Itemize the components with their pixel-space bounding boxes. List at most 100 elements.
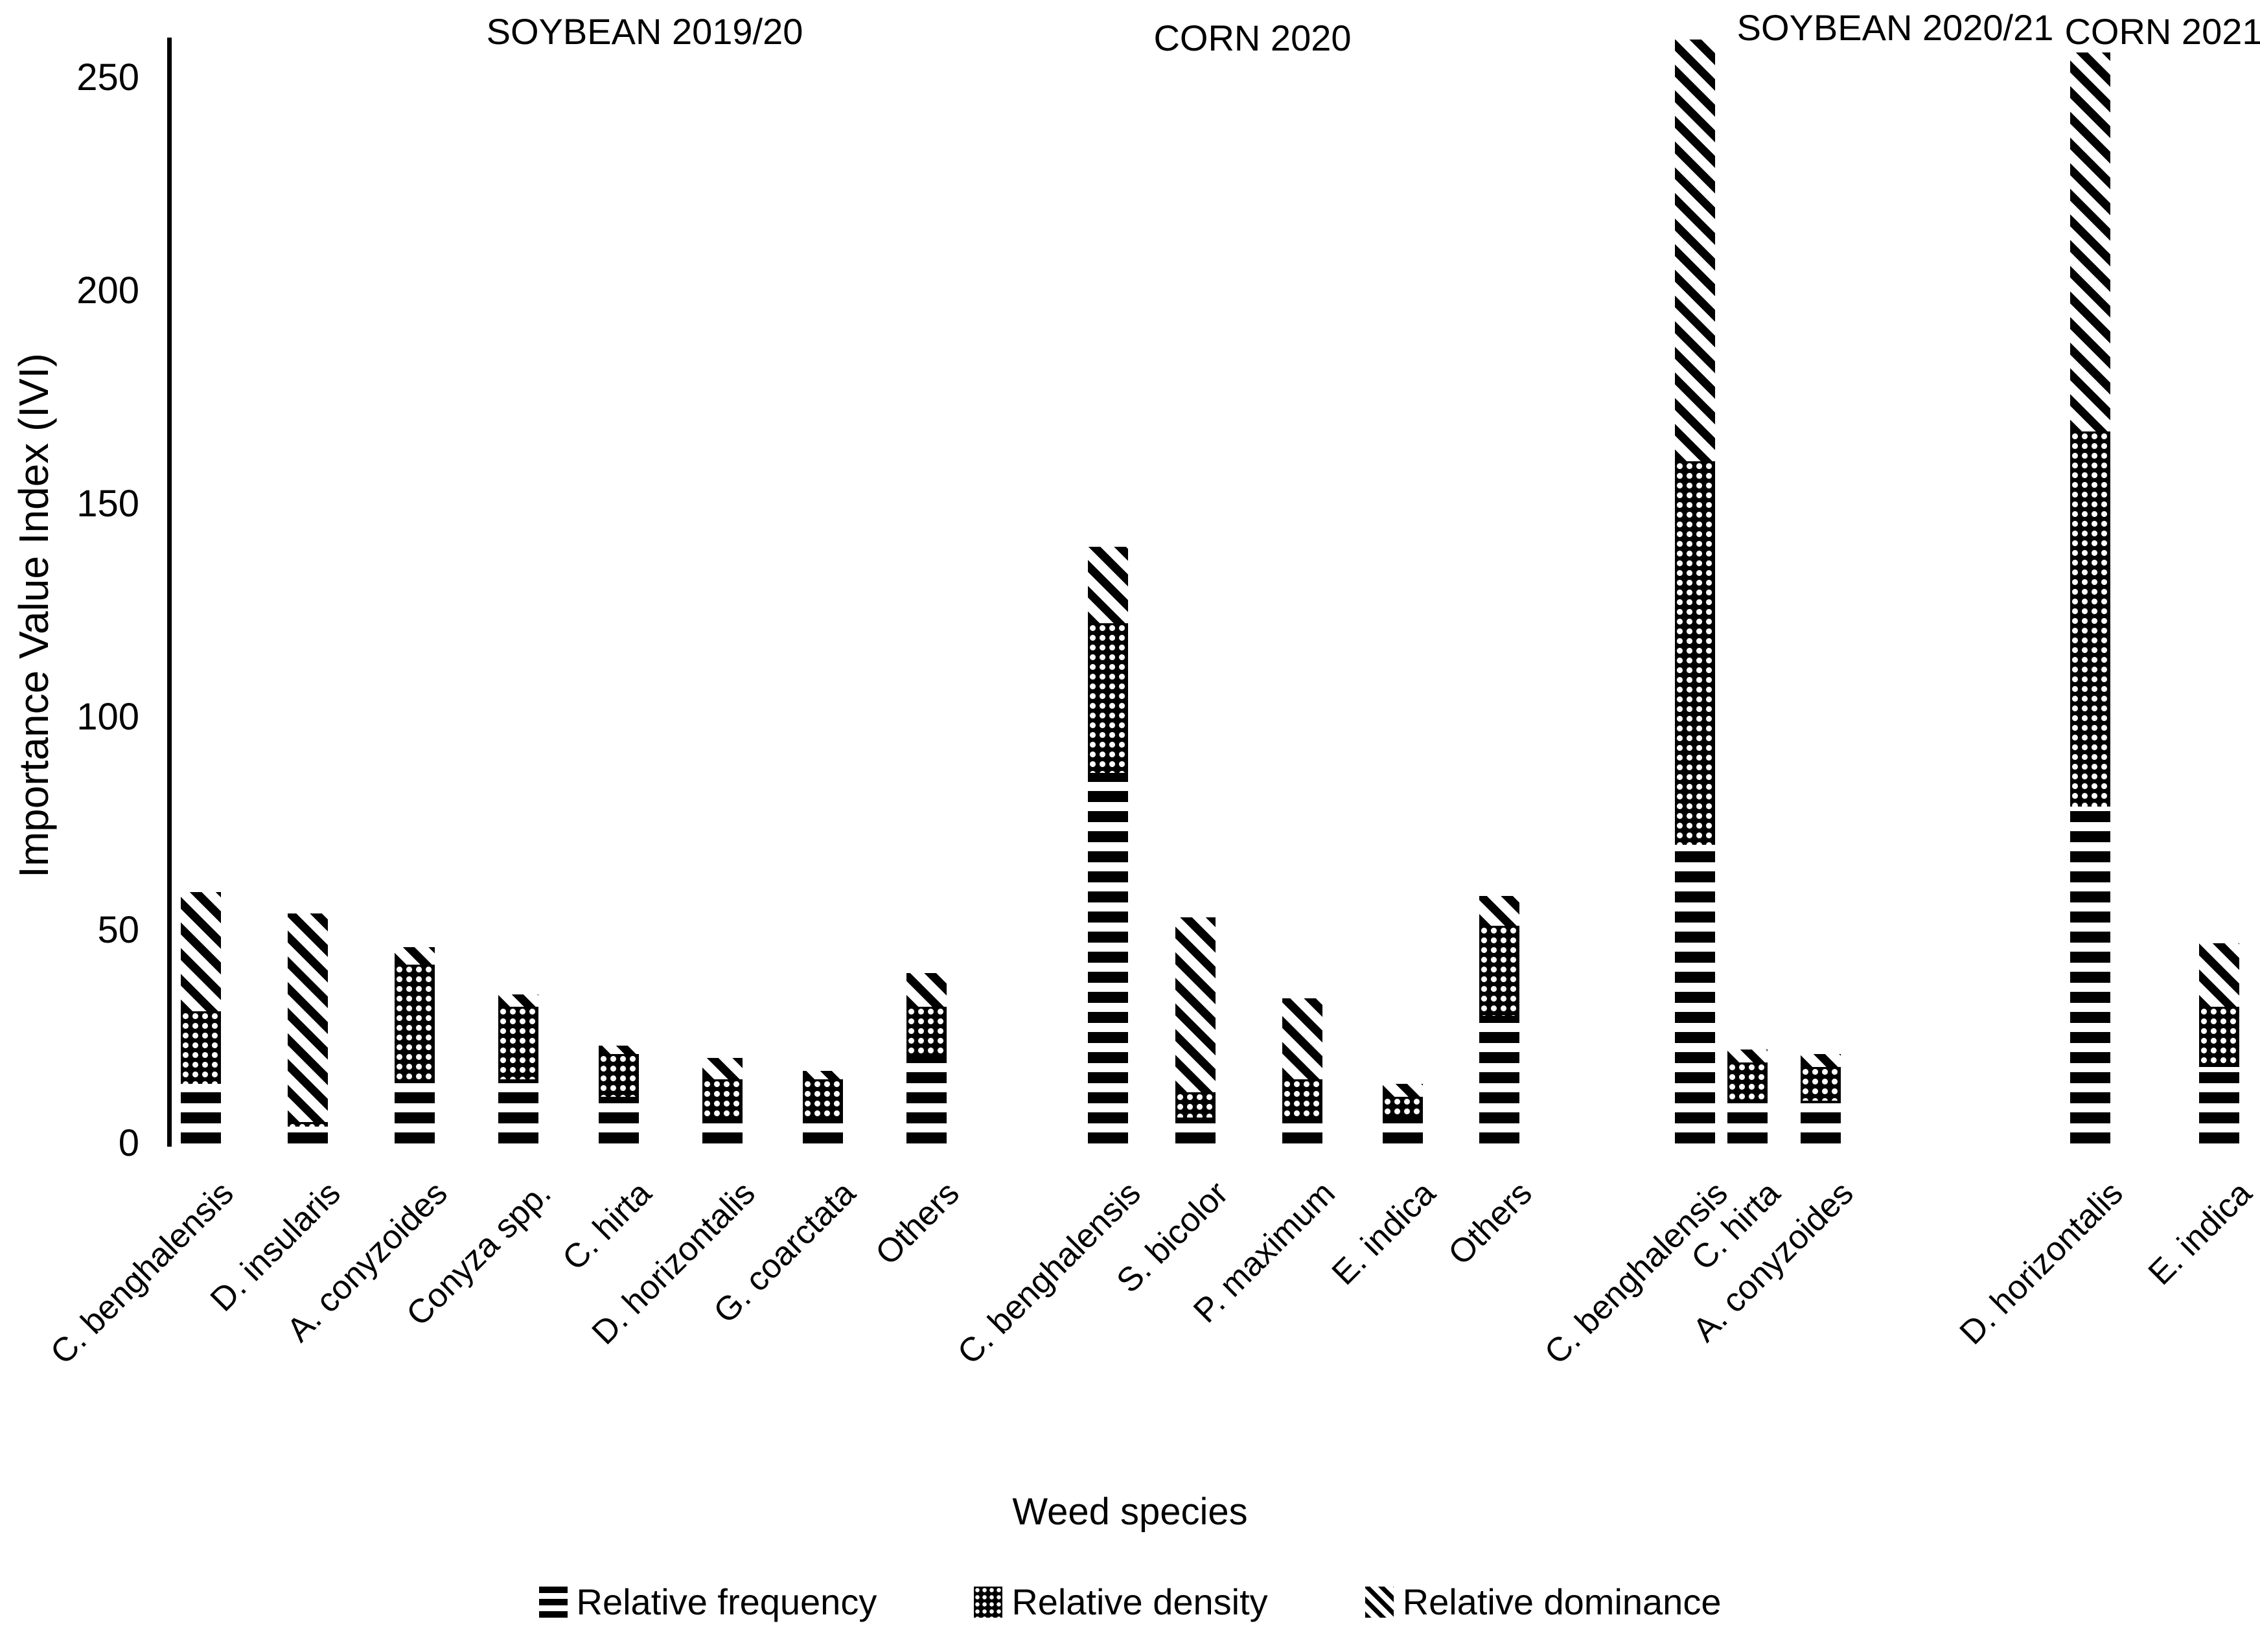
- bar-segment-density: [1801, 1066, 1841, 1101]
- bar-segment-frequency: [288, 1126, 328, 1143]
- x-tick-label: D. horizontalis: [1952, 1174, 2130, 1352]
- bar-segment-frequency: [498, 1079, 538, 1143]
- bar-segment-density: [1282, 1079, 1322, 1118]
- legend-label: Relative dominance: [1402, 1581, 1722, 1622]
- legend-item-dominance: Relative dominance: [1365, 1581, 1722, 1623]
- x-tick-label: C. hirta: [555, 1174, 659, 1278]
- bar-segment-dominance: [288, 913, 328, 1123]
- bar-segment-frequency: [395, 1079, 435, 1143]
- bar-segment-density: [1479, 926, 1519, 1016]
- legend-item-frequency: Relative frequency: [538, 1581, 877, 1623]
- bar: [1675, 39, 1715, 1143]
- bar-segment-density: [1088, 623, 1128, 773]
- bar: [1383, 1083, 1423, 1143]
- y-tick-label: 100: [76, 696, 139, 738]
- bar-segment-frequency: [803, 1118, 843, 1143]
- y-tick-label: 0: [118, 1122, 139, 1164]
- frequency-pattern-icon: [538, 1586, 568, 1618]
- bar-segment-density: [288, 1122, 328, 1127]
- bar-segment-frequency: [1675, 845, 1715, 1143]
- bar-segment-dominance: [1282, 998, 1322, 1080]
- bar-segment-dominance: [1479, 896, 1519, 926]
- bar: [1175, 917, 1216, 1143]
- x-tick-label: E. indica: [1324, 1174, 1443, 1292]
- bar: [181, 891, 221, 1143]
- bar-segment-dominance: [906, 972, 947, 1007]
- bar-segment-frequency: [599, 1096, 639, 1143]
- bar: [1088, 546, 1128, 1143]
- bar-segment-dominance: [1727, 1050, 1768, 1062]
- bar-segment-density: [1675, 461, 1715, 845]
- y-tick-label: 150: [76, 483, 139, 525]
- bar-segment-frequency: [1175, 1118, 1216, 1143]
- bar-segment-density: [1175, 1092, 1216, 1118]
- bar-segment-dominance: [599, 1045, 639, 1054]
- legend-label: Relative frequency: [576, 1581, 877, 1622]
- group-title: CORN 2021: [2064, 11, 2260, 52]
- bar-segment-density: [1383, 1096, 1423, 1118]
- bar: [288, 913, 328, 1143]
- bar-segment-density: [1727, 1062, 1768, 1101]
- bar-segment-dominance: [1383, 1083, 1423, 1097]
- bar-segment-frequency: [702, 1118, 743, 1143]
- bar: [395, 947, 435, 1143]
- legend-label: Relative density: [1011, 1581, 1268, 1622]
- group-title: SOYBEAN 2019/20: [486, 11, 803, 52]
- legend-item-density: Relative density: [974, 1581, 1268, 1623]
- bar-segment-frequency: [1088, 772, 1128, 1143]
- bar-segment-dominance: [2199, 943, 2239, 1007]
- x-tick-label: E. indica: [2141, 1174, 2259, 1292]
- density-pattern-icon: [974, 1586, 1003, 1618]
- bar-segment-dominance: [1175, 917, 1216, 1093]
- bar-segment-dominance: [803, 1071, 843, 1080]
- bar-segment-frequency: [181, 1083, 221, 1143]
- bar: [2070, 52, 2110, 1143]
- bar: [702, 1058, 743, 1143]
- y-tick-label: 200: [76, 270, 139, 312]
- group-title: CORN 2020: [1153, 17, 1352, 58]
- bar-segment-dominance: [1088, 546, 1128, 624]
- dominance-pattern-icon: [1365, 1586, 1394, 1618]
- bar-segment-density: [181, 1011, 221, 1084]
- bar-segment-dominance: [395, 947, 435, 965]
- bar-segment-density: [599, 1053, 639, 1097]
- x-tick-label: Others: [1441, 1174, 1539, 1273]
- bar: [599, 1045, 639, 1143]
- bar-segment-density: [702, 1079, 743, 1118]
- bar-segment-frequency: [2070, 807, 2110, 1143]
- bar-segment-frequency: [2199, 1066, 2239, 1143]
- x-tick-label: C. benghalensis: [43, 1174, 241, 1372]
- bar-segment-dominance: [1801, 1053, 1841, 1067]
- bar: [906, 972, 947, 1143]
- bar-segment-frequency: [1479, 1015, 1519, 1143]
- x-axis-title: Weed species: [1012, 1491, 1248, 1533]
- y-axis-line: [167, 38, 172, 1147]
- bar-segment-density: [906, 1007, 947, 1054]
- bar: [2199, 943, 2239, 1143]
- bar: [1479, 896, 1519, 1143]
- group-title: SOYBEAN 2020/21: [1736, 7, 2054, 48]
- bar-segment-frequency: [1801, 1101, 1841, 1143]
- bar-segment-frequency: [1727, 1101, 1768, 1143]
- y-tick-label: 250: [76, 56, 139, 98]
- bar-segment-density: [803, 1079, 843, 1118]
- bar-segment-frequency: [1282, 1118, 1322, 1143]
- bar-segment-density: [395, 964, 435, 1080]
- bar-segment-dominance: [1675, 39, 1715, 462]
- bar: [498, 994, 538, 1143]
- bar: [1801, 1053, 1841, 1143]
- bar-segment-density: [2070, 431, 2110, 807]
- y-axis-title: Importance Value Index (IVI): [10, 353, 57, 878]
- legend: Relative frequency Relative density Rela…: [0, 1581, 2260, 1623]
- bar-segment-density: [2199, 1007, 2239, 1067]
- bar-segment-frequency: [906, 1053, 947, 1143]
- bar: [803, 1071, 843, 1143]
- bar: [1282, 998, 1322, 1143]
- bar-segment-density: [498, 1007, 538, 1080]
- bar-segment-dominance: [181, 891, 221, 1011]
- bar-segment-dominance: [702, 1058, 743, 1080]
- bar: [1727, 1050, 1768, 1143]
- bar-segment-dominance: [498, 994, 538, 1007]
- y-tick-label: 50: [97, 909, 139, 951]
